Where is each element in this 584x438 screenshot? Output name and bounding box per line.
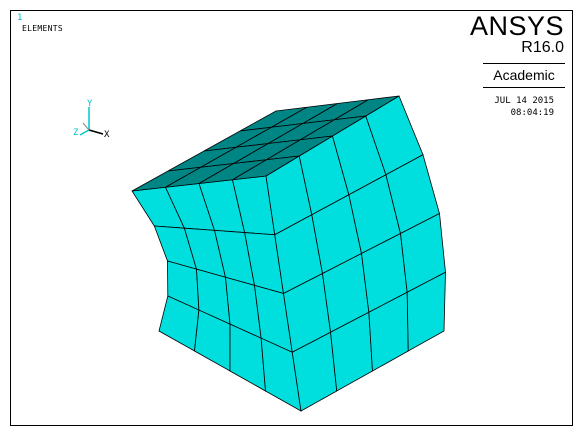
- mesh-element-top-face: [232, 155, 300, 181]
- license-label: Academic: [493, 67, 555, 83]
- license-box: Academic: [483, 63, 565, 88]
- ansys-logo-text: ANSYS: [469, 11, 564, 41]
- release-version: R16.0: [521, 39, 564, 56]
- finite-element-mesh: [131, 95, 446, 412]
- graphics-window[interactable]: 1 ELEMENTS ANSYS R16.0 Academic JUL 14 2…: [10, 10, 573, 426]
- triad-x-label: X: [104, 130, 110, 140]
- triad-z-label: Z: [73, 128, 79, 138]
- plot-type-label: ELEMENTS: [22, 24, 63, 33]
- triad-y-label: Y: [87, 99, 93, 109]
- mesh-element-right-face: [406, 271, 446, 352]
- plot-date: JUL 14 2015: [494, 96, 554, 106]
- coordinate-triad-icon: Y Z X: [73, 99, 110, 140]
- plot-time: 08:04:19: [510, 108, 554, 118]
- window-number: 1: [17, 13, 23, 23]
